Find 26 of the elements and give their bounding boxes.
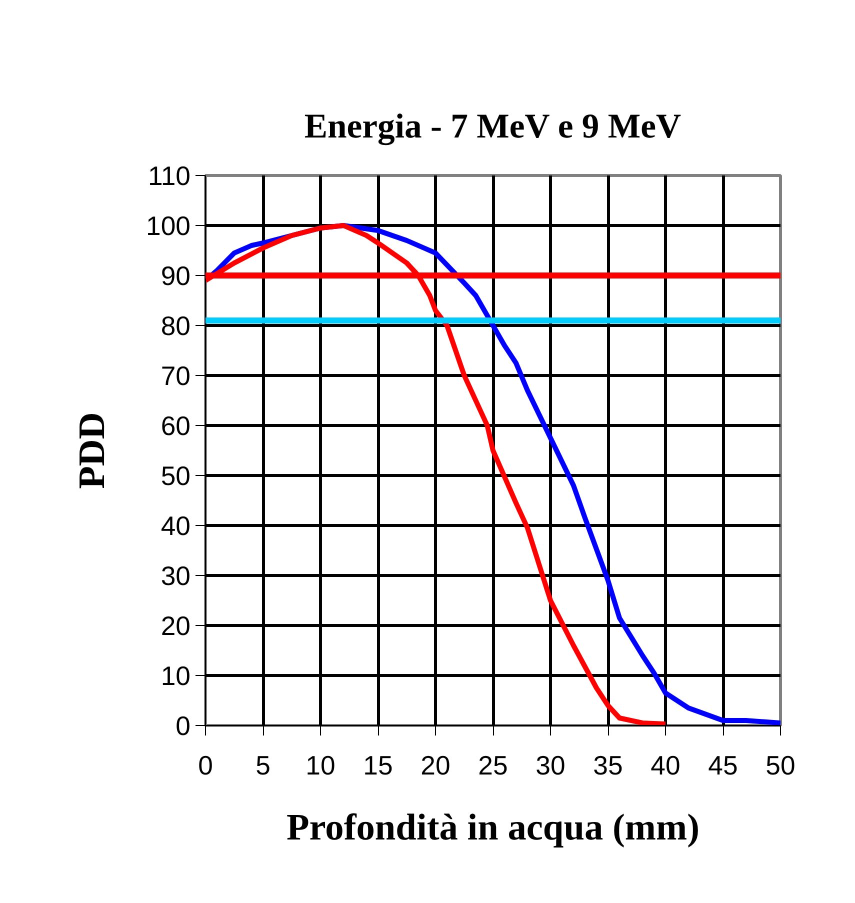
chart-title: Energia - 7 MeV e 9 MeV [304, 108, 682, 146]
x-tick-label: 5 [256, 750, 270, 780]
y-tick-label: 80 [160, 311, 191, 341]
y-tick-label: 100 [146, 211, 191, 241]
y-tick-label: 70 [160, 361, 191, 391]
y-tick-label: 0 [176, 711, 191, 741]
y-tick-label: 90 [160, 261, 191, 291]
x-axis-title: Profondità in acqua (mm) [286, 808, 700, 848]
y-tick-label: 50 [160, 461, 191, 491]
x-tick-label: 25 [478, 750, 508, 780]
y-axis-title: PDD [72, 412, 114, 489]
x-tick-label: 10 [306, 750, 336, 780]
y-tick-label: 40 [160, 511, 191, 541]
x-tick-label: 45 [708, 750, 738, 780]
x-tick-label: 30 [536, 750, 566, 780]
x-tick-label: 40 [650, 750, 680, 780]
y-tick-label: 10 [160, 661, 191, 691]
y-tick-label: 60 [160, 411, 191, 441]
y-tick-label: 30 [160, 561, 191, 591]
y-tick-label: 20 [160, 611, 191, 641]
y-tick-label: 110 [148, 161, 191, 191]
x-tick-label: 35 [593, 750, 623, 780]
x-tick-label: 50 [766, 750, 796, 780]
x-tick-label: 20 [420, 750, 450, 780]
x-tick-label: 0 [198, 750, 213, 780]
x-tick-label: 15 [363, 750, 393, 780]
